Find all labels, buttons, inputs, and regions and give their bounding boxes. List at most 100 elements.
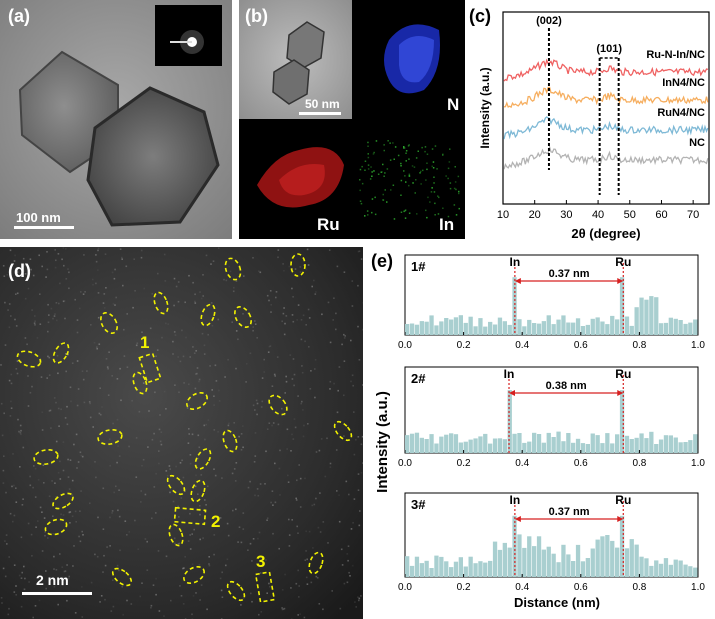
- profile-name-1: 2#: [411, 371, 426, 386]
- xrd-002-label: (002): [536, 15, 562, 27]
- xrd-series-0: [503, 58, 709, 82]
- profile-bar-0-33: [566, 322, 571, 335]
- xrd-xtick-30: 30: [560, 209, 572, 221]
- atom-pair-ellipse-1: [290, 253, 306, 277]
- profile-bar-2-28: [541, 549, 546, 577]
- profile-bar-0-37: [585, 324, 590, 335]
- profile-bar-0-47: [634, 307, 639, 335]
- atom-pair-ellipse-24: [333, 420, 353, 442]
- box-1: [138, 352, 162, 384]
- profile-bar-0-32: [561, 315, 566, 335]
- atom-pair-ellipse-10: [268, 394, 288, 416]
- profile-bar-0-59: [693, 319, 698, 335]
- profile-bar-0-21: [507, 324, 512, 335]
- profile-bar-2-59: [693, 567, 698, 577]
- atom-pair-ellipse-9: [186, 392, 208, 410]
- profile-xtick-1-3: 0.6: [574, 458, 588, 469]
- scale-bar-a: [14, 226, 74, 229]
- xrd-101-label: (101): [596, 43, 622, 55]
- atom-pair-ellipse-11: [97, 428, 123, 446]
- profile-bar-1-59: [693, 434, 698, 453]
- profile-xtick-0-5: 1.0: [691, 340, 705, 351]
- profile-bar-2-34: [571, 561, 576, 577]
- profile-xtick-1-4: 0.8: [632, 458, 646, 469]
- profile-bar-2-51: [654, 560, 659, 577]
- profile-bar-1-18: [492, 438, 498, 453]
- atom-pair-ellipse-3: [100, 312, 118, 334]
- profile-frame-0: [404, 254, 699, 336]
- profile-bar-2-54: [668, 564, 673, 577]
- in-label-0: In: [510, 255, 521, 269]
- in-map-label: In: [439, 215, 454, 234]
- profile-xtick-0-1: 0.2: [457, 340, 471, 351]
- xrd-xtick-10: 10: [497, 209, 509, 221]
- profile-bar-1-2: [414, 432, 420, 453]
- profile-bar-0-23: [517, 319, 522, 335]
- scale-bar-d: [22, 592, 92, 595]
- nanocrystal-2: [86, 86, 220, 227]
- profile-bar-1-31: [556, 431, 561, 453]
- atom-pair-ellipse-5: [234, 306, 252, 328]
- atom-pair-ellipse-14: [194, 448, 212, 470]
- profile-bar-1-40: [600, 443, 605, 453]
- profile-bar-1-26: [532, 432, 537, 453]
- profile-bar-2-56: [678, 560, 683, 577]
- xrd-xtick-60: 60: [655, 209, 667, 221]
- profile-bar-0-13: [468, 316, 473, 335]
- profile-bar-1-3: [419, 437, 424, 453]
- profile-xtick-0-3: 0.6: [574, 340, 588, 351]
- profile-xtick-1-1: 0.2: [457, 458, 471, 469]
- profile-bar-2-30: [551, 553, 556, 577]
- profile-name-2: 3#: [411, 497, 426, 512]
- panel-label-c: (c): [469, 6, 491, 26]
- profile-bar-1-47: [634, 437, 639, 453]
- profile-bar-2-46: [629, 539, 634, 577]
- profile-bar-1-14: [473, 438, 478, 453]
- xrd-legend-2: RuN4/NC: [657, 107, 705, 119]
- line-profile-chart: 1# In Ru 0.37 nm 0.0 0.2 0.4 0.6 0.8 1.0 2# In Ru 0.3…: [374, 254, 705, 610]
- profile-bar-0-11: [458, 315, 463, 335]
- profile-bar-0-19: [497, 317, 503, 335]
- profile-xtick-2-4: 0.8: [632, 582, 646, 593]
- profile-bar-1-30: [551, 437, 556, 453]
- profile-bar-2-53: [663, 558, 669, 577]
- profile-bar-1-48: [639, 433, 644, 453]
- panel-b-eds-maps: 50 nm N Ru In (b): [239, 0, 465, 239]
- profile-bar-0-26: [532, 323, 537, 335]
- xrd-series-1: [503, 86, 709, 109]
- profile-bar-0-15: [478, 318, 483, 335]
- profile-bar-1-42: [610, 443, 615, 453]
- profile-bar-2-3: [419, 563, 424, 577]
- profile-bar-0-18: [492, 324, 498, 335]
- profile-bar-0-58: [688, 322, 693, 335]
- profile-bar-1-44: [619, 390, 625, 453]
- profile-bar-2-17: [488, 560, 493, 577]
- profile-xtick-0-4: 0.8: [632, 340, 646, 351]
- profile-bar-2-4: [424, 560, 429, 577]
- profile-bar-1-28: [541, 442, 546, 453]
- panel-c-xrd-chart: Ru-N-In/NC InN4/NC RuN4/NC NC 10 20 30 40 50 60 7…: [467, 0, 715, 245]
- panel-d-stem-image: 2 nm 1 2 3 (d): [0, 247, 363, 619]
- profile-bar-1-36: [580, 443, 586, 453]
- profile-bar-0-30: [551, 324, 556, 335]
- profile-bar-0-25: [527, 319, 532, 335]
- profile-bar-2-8: [444, 561, 449, 577]
- xrd-xtick-50: 50: [624, 209, 636, 221]
- profile-bar-2-35: [575, 544, 581, 577]
- xrd-xtick-70: 70: [687, 209, 699, 221]
- profile-bar-0-28: [541, 321, 546, 335]
- profile-bar-1-37: [585, 444, 590, 453]
- profile-bar-1-19: [497, 438, 503, 453]
- profile-ylabel: Intensity (a.u.): [374, 391, 391, 493]
- profile-bar-1-4: [424, 439, 429, 453]
- profile-bar-1-5: [429, 434, 434, 453]
- profile-bar-2-7: [439, 556, 444, 577]
- profile-bar-0-7: [439, 321, 444, 335]
- panel-label-a: (a): [8, 6, 30, 26]
- profile-bar-0-8: [444, 318, 449, 335]
- profile-bar-0-53: [663, 322, 669, 335]
- profile-bar-0-16: [483, 326, 488, 335]
- profile-bar-2-5: [429, 568, 434, 577]
- profile-bar-2-29: [546, 546, 551, 577]
- atom-pair-ellipse-16: [190, 479, 206, 503]
